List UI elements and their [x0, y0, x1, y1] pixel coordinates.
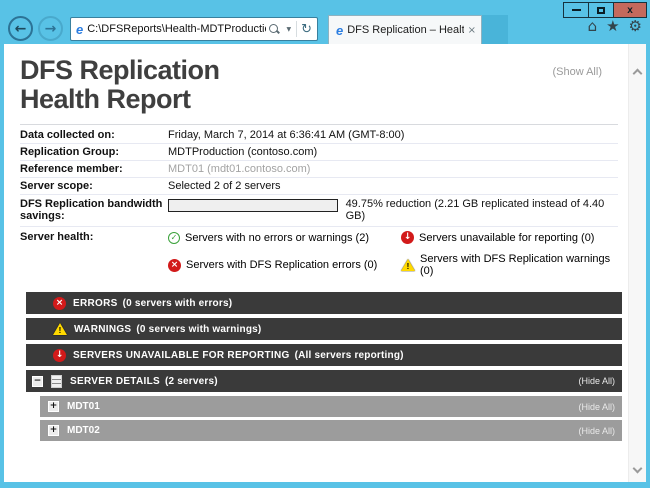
settings-gear-icon[interactable]: ⚙	[628, 17, 642, 35]
warning-exclaim: !	[58, 326, 62, 335]
minimize-icon	[571, 9, 581, 11]
field-label: Data collected on:	[20, 129, 115, 141]
field-label: Replication Group:	[20, 146, 119, 158]
field-row-server-scope: Server scope: Selected 2 of 2 servers	[20, 178, 618, 195]
health-item-ok: ✓ Servers with no errors or warnings (2)	[168, 231, 401, 244]
report-page: DFS Replication Health Report (Show All)…	[4, 44, 628, 482]
section-title: SERVER DETAILS	[70, 375, 160, 387]
page-content: DFS Replication Health Report (Show All)…	[4, 44, 646, 482]
browser-action-icons: ⌂ ★ ⚙	[588, 19, 642, 34]
field-value: Selected 2 of 2 servers	[168, 180, 281, 192]
server-icon	[51, 374, 62, 388]
vertical-scrollbar[interactable]	[628, 44, 646, 482]
bandwidth-value: 49.75% reduction (2.21 GB replicated ins…	[168, 198, 618, 222]
section-unavailable[interactable]: ↓ SERVERS UNAVAILABLE FOR REPORTING (All…	[26, 344, 622, 366]
unavailable-icon: ↓	[401, 231, 414, 244]
address-bar[interactable]: e ▼ ↻	[70, 17, 318, 41]
health-item-unavailable: ↓ Servers unavailable for reporting (0)	[401, 231, 618, 244]
maximize-icon	[597, 6, 605, 14]
warning-exclaim: !	[406, 262, 410, 271]
hide-all-link[interactable]: (Hide All)	[578, 425, 615, 436]
health-item-text: Servers with DFS Replication warnings (0…	[420, 253, 611, 277]
collapse-icon[interactable]: −	[32, 375, 43, 387]
ok-check-icon: ✓	[168, 231, 180, 244]
field-label: Server scope:	[20, 180, 93, 192]
section-title: ERRORS	[73, 297, 118, 309]
field-value: MDT01 (mdt01.contoso.com)	[168, 163, 311, 175]
section-detail: (All servers reporting)	[294, 349, 404, 361]
title-divider	[20, 124, 618, 125]
field-row-data-collected: Data collected on: Friday, March 7, 2014…	[20, 127, 618, 144]
field-row-bandwidth-savings: DFS Replication bandwidth savings: 49.75…	[20, 195, 618, 227]
section-title: WARNINGS	[74, 323, 132, 335]
window-controls: x	[563, 2, 647, 18]
favorites-star-icon[interactable]: ★	[606, 17, 620, 35]
expand-icon[interactable]: +	[48, 425, 59, 436]
back-button[interactable]: ←	[8, 16, 33, 41]
report-sections: × ERRORS (0 servers with errors) ! WARNI…	[26, 292, 622, 441]
show-all-link[interactable]: (Show All)	[552, 66, 602, 78]
server-health-grid: ✓ Servers with no errors or warnings (2)…	[168, 231, 618, 277]
address-input[interactable]	[87, 23, 267, 35]
search-icon[interactable]	[268, 23, 281, 36]
navigation-bar: ← → e ▼ ↻ e DFS Replication – Health Re.…	[0, 14, 650, 44]
tab-title: DFS Replication – Health Re...	[347, 24, 464, 36]
ie-logo-icon: e	[76, 21, 84, 37]
health-item-errors: × Servers with DFS Replication errors (0…	[168, 253, 401, 277]
expand-icon[interactable]: +	[48, 401, 59, 412]
section-errors[interactable]: × ERRORS (0 servers with errors)	[26, 292, 622, 314]
bandwidth-progress-bar	[168, 199, 338, 212]
section-detail: (0 servers with errors)	[122, 297, 233, 309]
tab-close-icon[interactable]: ×	[467, 24, 476, 36]
warning-icon: !	[53, 323, 67, 335]
browser-tab[interactable]: e DFS Replication – Health Re... ×	[328, 15, 482, 44]
server-name: MDT02	[67, 425, 100, 436]
server-name: MDT01	[67, 401, 100, 412]
field-value: Friday, March 7, 2014 at 6:36:41 AM (GMT…	[168, 129, 405, 141]
close-button[interactable]: x	[613, 2, 647, 18]
section-warnings[interactable]: ! WARNINGS (0 servers with warnings)	[26, 318, 622, 340]
warning-triangle	[53, 323, 67, 335]
field-label: Reference member:	[20, 163, 123, 175]
field-label: Server health:	[20, 231, 94, 243]
scroll-up-icon[interactable]	[632, 68, 643, 79]
new-tab-button[interactable]	[482, 15, 508, 44]
field-row-server-health: Server health: ✓ Servers with no errors …	[20, 227, 618, 279]
close-icon: x	[627, 4, 633, 16]
bandwidth-text: 49.75% reduction (2.21 GB replicated ins…	[345, 198, 605, 222]
scroll-down-icon[interactable]	[632, 463, 643, 474]
home-icon[interactable]: ⌂	[587, 17, 598, 35]
page-title: DFS Replication Health Report	[20, 56, 618, 114]
health-item-text: Servers with DFS Replication errors (0)	[186, 259, 378, 271]
address-dropdown-icon[interactable]: ▼	[286, 25, 292, 33]
health-item-warnings: ! Servers with DFS Replication warnings …	[401, 253, 618, 277]
section-server-details[interactable]: − SERVER DETAILS (2 servers) (Hide All)	[26, 370, 622, 392]
health-item-text: Servers with no errors or warnings (2)	[185, 231, 370, 244]
forward-button[interactable]: →	[38, 16, 63, 41]
refresh-icon[interactable]: ↻	[301, 21, 312, 37]
error-icon: ×	[53, 296, 66, 310]
server-row-mdt01[interactable]: + MDT01 (Hide All)	[40, 396, 622, 417]
server-row-mdt02[interactable]: + MDT02 (Hide All)	[40, 420, 622, 441]
hide-all-link[interactable]: (Hide All)	[578, 401, 615, 412]
tab-ie-icon: e	[336, 22, 344, 38]
section-detail: (2 servers)	[164, 375, 218, 387]
page-title-line1: DFS Replication	[20, 55, 220, 85]
page-title-line2: Health Report	[20, 84, 191, 114]
field-value: MDTProduction (contoso.com)	[168, 146, 318, 158]
error-icon: ×	[168, 258, 181, 272]
field-row-replication-group: Replication Group: MDTProduction (contos…	[20, 144, 618, 161]
field-label: DFS Replication bandwidth savings:	[20, 198, 163, 222]
hide-all-link[interactable]: (Hide All)	[578, 376, 615, 386]
unavailable-icon: ↓	[53, 348, 66, 362]
warning-icon: !	[401, 259, 415, 271]
section-detail: (0 servers with warnings)	[136, 323, 262, 335]
warning-triangle	[401, 259, 415, 271]
field-row-reference-member: Reference member: MDT01 (mdt01.contoso.c…	[20, 161, 618, 178]
address-separator	[296, 21, 298, 37]
health-item-text: Servers unavailable for reporting (0)	[419, 231, 595, 244]
section-title: SERVERS UNAVAILABLE FOR REPORTING	[73, 349, 290, 361]
